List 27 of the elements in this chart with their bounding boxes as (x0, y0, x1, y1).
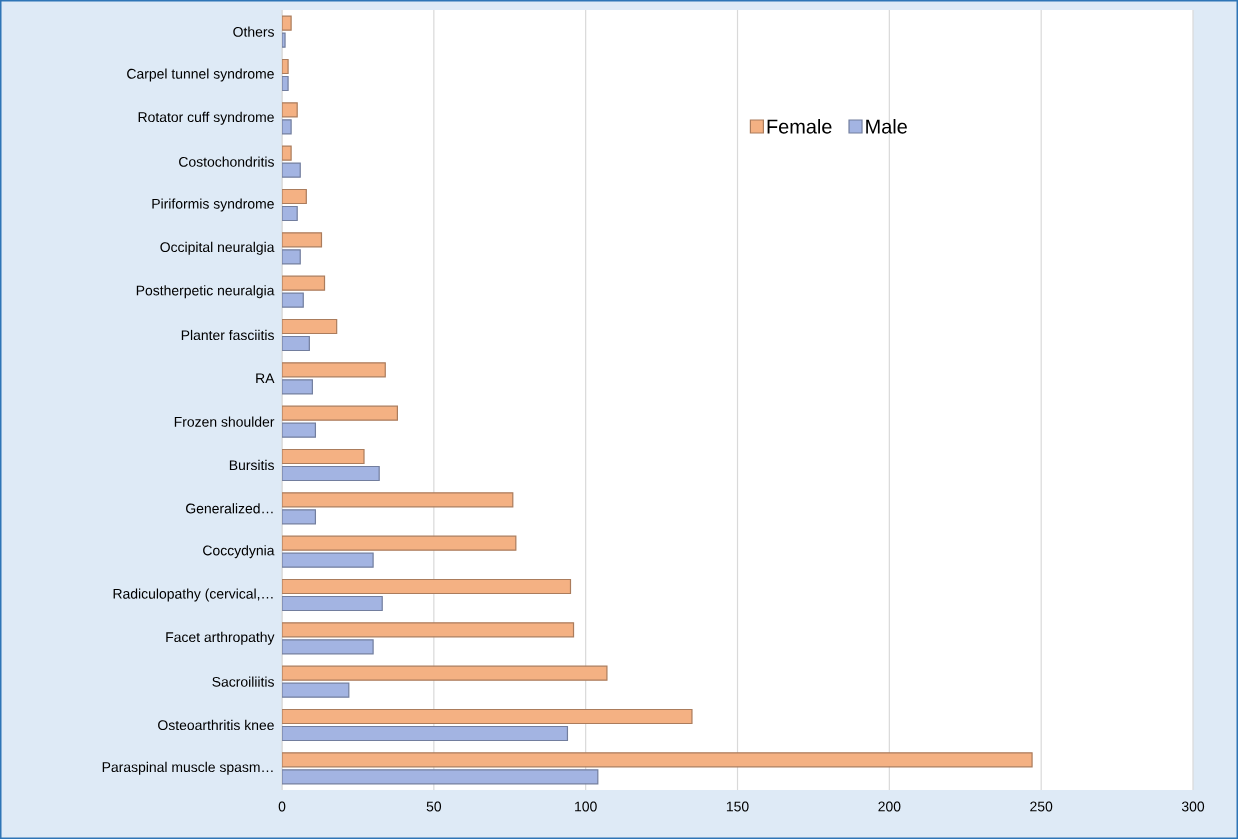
y-tick-label: Carpel tunnel syndrome (127, 68, 274, 82)
y-tick-label: Sacroiliitis (212, 676, 274, 687)
y-tick-label: Postherpetic neuralgia (136, 285, 275, 299)
y-tick-label: Bursitis (229, 459, 274, 471)
y-tick-label: Osteoarthritis knee (158, 719, 274, 731)
y-tick-label: Rotator cuff syndrome (138, 111, 274, 125)
x-tick-label: 250 (1030, 801, 1053, 812)
y-tick-label: Facet arthropathy (166, 631, 275, 645)
x-tick-label: 200 (878, 801, 901, 812)
legend-label: Female (767, 119, 832, 134)
y-tick-label: Generalized… (186, 503, 273, 514)
x-tick-label: 100 (575, 801, 597, 812)
y-tick-label: RA (256, 373, 275, 384)
y-tick-label: Others (233, 26, 274, 37)
y-tick-label: Costochondritis (179, 156, 274, 167)
y-tick-label: Paraspinal muscle spasm… (102, 761, 273, 775)
y-tick-label: Piriformis syndrome (152, 198, 274, 212)
x-tick-label: 50 (426, 801, 442, 812)
y-tick-label: Planter fasciitis (181, 329, 274, 341)
y-tick-label: Frozen shoulder (174, 416, 275, 427)
y-tick-label: Radiculopathy (cervical,… (113, 588, 273, 602)
x-tick-label: 0 (278, 801, 286, 812)
legend-label: Male (866, 119, 907, 134)
y-tick-label: Occipital neuralgia (160, 241, 275, 255)
y-tick-label: Coccydynia (203, 545, 275, 559)
x-tick-label: 150 (726, 801, 749, 812)
x-tick-label: 300 (1181, 801, 1205, 812)
